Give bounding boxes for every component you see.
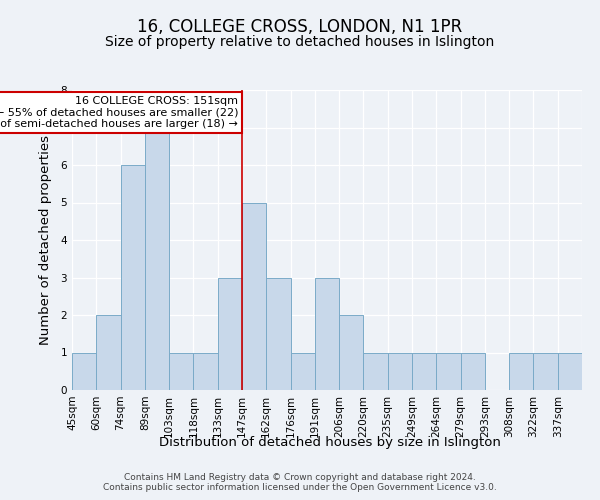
Bar <box>509 352 533 390</box>
Bar <box>461 352 485 390</box>
Bar <box>242 202 266 390</box>
Y-axis label: Number of detached properties: Number of detached properties <box>39 135 52 345</box>
Bar <box>412 352 436 390</box>
Text: 16 COLLEGE CROSS: 151sqm
← 55% of detached houses are smaller (22)
45% of semi-d: 16 COLLEGE CROSS: 151sqm ← 55% of detach… <box>0 96 238 129</box>
Bar <box>72 352 96 390</box>
Bar <box>436 352 461 390</box>
Bar <box>266 278 290 390</box>
Bar <box>169 352 193 390</box>
Bar <box>218 278 242 390</box>
Bar <box>96 315 121 390</box>
Bar <box>315 278 339 390</box>
Bar <box>145 128 169 390</box>
Text: Contains HM Land Registry data © Crown copyright and database right 2024.
Contai: Contains HM Land Registry data © Crown c… <box>103 473 497 492</box>
Bar <box>388 352 412 390</box>
Bar <box>290 352 315 390</box>
Bar <box>339 315 364 390</box>
Bar <box>121 165 145 390</box>
Bar <box>558 352 582 390</box>
Bar <box>533 352 558 390</box>
Text: Distribution of detached houses by size in Islington: Distribution of detached houses by size … <box>159 436 501 449</box>
Text: Size of property relative to detached houses in Islington: Size of property relative to detached ho… <box>106 35 494 49</box>
Text: 16, COLLEGE CROSS, LONDON, N1 1PR: 16, COLLEGE CROSS, LONDON, N1 1PR <box>137 18 463 36</box>
Bar <box>193 352 218 390</box>
Bar <box>364 352 388 390</box>
